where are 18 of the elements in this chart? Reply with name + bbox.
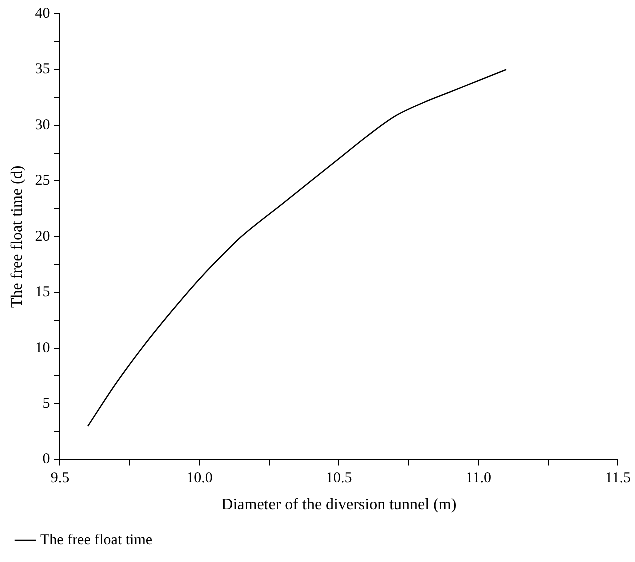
x-tick-label: 10.0 [186, 470, 213, 487]
y-tick-label: 10 [35, 340, 50, 356]
x-tick-label: 11.0 [466, 470, 492, 487]
y-tick-label: 20 [35, 228, 50, 245]
y-tick-label: 30 [35, 117, 50, 134]
y-tick-label: 0 [42, 452, 50, 468]
y-tick-label: 15 [35, 284, 50, 301]
y-tick-label: 40 [35, 6, 50, 22]
y-tick-label: 25 [35, 173, 50, 190]
legend-label: The free float time [40, 532, 153, 548]
x-tick-label: 9.5 [50, 470, 70, 487]
y-axis-title: The free float time (d) [8, 166, 26, 308]
x-tick-label: 11.5 [605, 470, 632, 487]
y-tick-label: 35 [35, 62, 50, 78]
y-tick-label: 5 [42, 396, 50, 412]
x-tick-label: 10.5 [326, 470, 352, 487]
line-series [87, 69, 508, 428]
x-axis-title: Diameter of the diversion tunnel (m) [222, 496, 457, 514]
